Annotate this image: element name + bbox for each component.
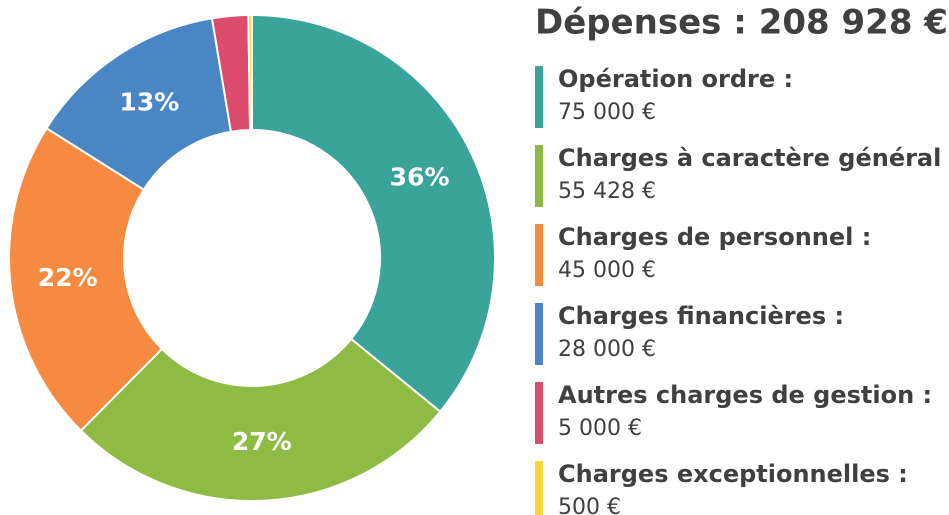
legend-value: 28 000 € <box>558 337 656 362</box>
legend-swatch <box>535 145 543 207</box>
legend-value: 75 000 € <box>558 100 656 125</box>
donut-slice <box>8 126 164 433</box>
legend-swatch <box>535 461 543 515</box>
donut-slice <box>247 13 253 132</box>
slice-label: 13% <box>119 87 179 116</box>
legend-label: Charges exceptionnelles : <box>558 460 908 488</box>
legend-label: Autres charges de gestion : <box>558 381 932 409</box>
legend-label: Charges à caractère général : <box>558 144 949 172</box>
chart-title: Dépenses : 208 928 € <box>535 3 948 43</box>
legend-swatch <box>535 224 543 286</box>
slice-label: 27% <box>232 427 292 456</box>
legend-label: Opération ordre : <box>558 65 793 93</box>
legend-value: 45 000 € <box>558 258 656 283</box>
legend-value: 55 428 € <box>558 179 656 204</box>
slice-label: 36% <box>390 162 450 191</box>
legend-label: Charges de personnel : <box>558 223 871 251</box>
legend-value: 5 000 € <box>558 416 642 441</box>
donut-slice <box>79 337 442 502</box>
legend-swatch <box>535 66 543 128</box>
legend-value: 500 € <box>558 495 621 515</box>
legend-swatch <box>535 303 543 365</box>
donut-slice <box>251 13 496 414</box>
legend-swatch <box>535 382 543 444</box>
slice-label: 22% <box>38 263 98 292</box>
legend-label: Charges financières : <box>558 302 844 330</box>
